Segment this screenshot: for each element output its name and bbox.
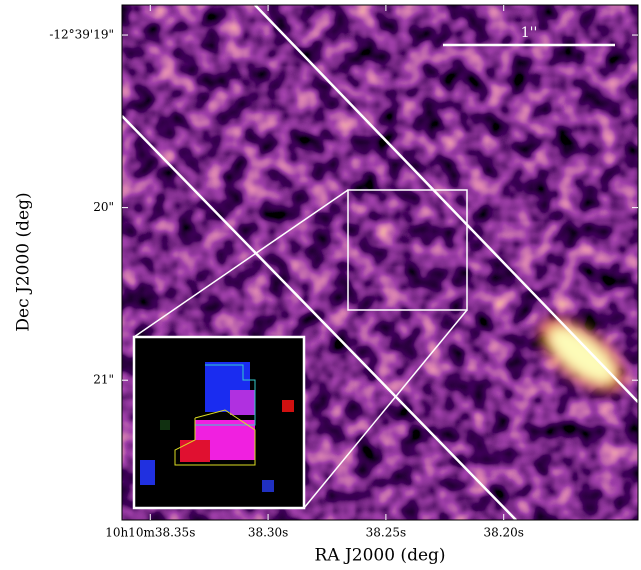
zoom-connector [133,189,349,338]
x-tick-label: 10h10m38.35s [105,526,195,540]
x-tick-label: 38.20s [483,526,524,540]
x-tick-label: 38.30s [248,526,289,540]
y-tick-label: -12°39'19" [49,28,114,42]
slit-line [122,115,517,520]
slit-line [254,5,638,403]
zoom-connector [303,309,468,509]
y-tick-label: 20" [93,200,114,214]
inset [132,335,306,510]
y-axis-label: Dec J2000 (deg) [14,192,34,331]
x-tick-label: 38.25s [366,526,407,540]
scale-bar-label: 1'' [521,25,538,41]
y-tick-label: 21" [93,373,114,387]
plot-frame [121,4,639,521]
zoom-box [347,189,468,311]
sky-image: 1'' [122,5,638,520]
bright-source [539,318,625,392]
x-axis-label: RA J2000 (deg) [314,546,445,566]
